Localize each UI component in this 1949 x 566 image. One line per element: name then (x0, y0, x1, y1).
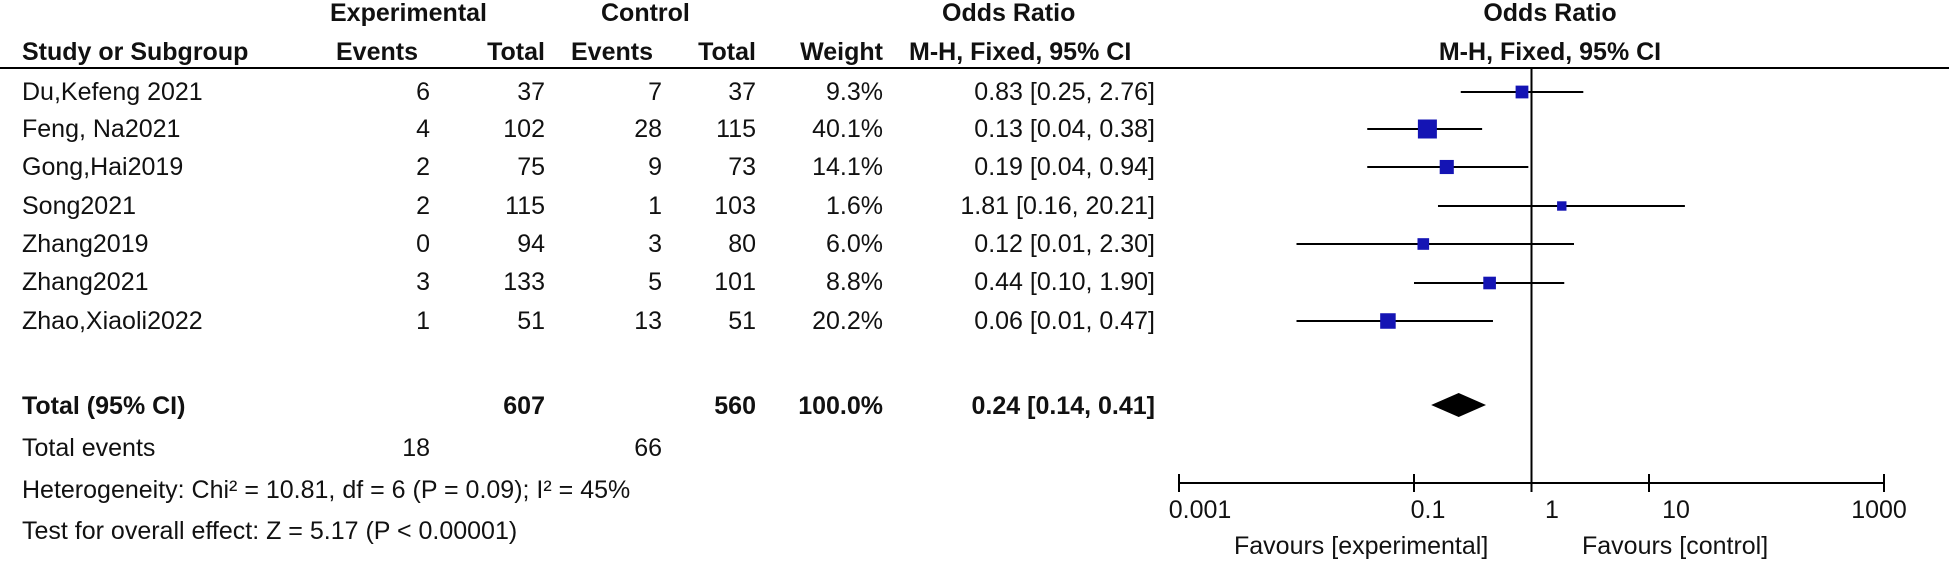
odds-ratio-ci: 1.81 [0.16, 20.21] (960, 192, 1155, 220)
total-events-control: 66 (634, 434, 662, 462)
weight: 14.1% (812, 153, 883, 181)
events-control: 1 (648, 192, 662, 220)
events-experimental: 6 (416, 78, 430, 106)
total-experimental: 115 (505, 192, 545, 220)
odds-ratio-ci: 0.06 [0.01, 0.47] (974, 307, 1155, 335)
header-study: Study or Subgroup (22, 38, 249, 66)
weight: 40.1% (812, 115, 883, 143)
weight: 6.0% (826, 230, 883, 258)
odds-ratio-ci: 0.19 [0.04, 0.94] (974, 153, 1155, 181)
weight: 1.6% (826, 192, 883, 220)
study-name: Zhao,Xiaoli2022 (22, 307, 203, 335)
odds-ratio-ci: 0.13 [0.04, 0.38] (974, 115, 1155, 143)
events-experimental: 3 (416, 268, 430, 296)
total-experimental: 94 (517, 230, 545, 258)
events-experimental: 2 (416, 192, 430, 220)
study-marker (1417, 238, 1430, 250)
odds-ratio-ci: 0.83 [0.25, 2.76] (974, 78, 1155, 106)
study-marker (1483, 276, 1496, 290)
total-control: 51 (728, 307, 756, 335)
axis-tick-label: 1 (1545, 496, 1559, 524)
total-control: 80 (728, 230, 756, 258)
events-control: 3 (648, 230, 662, 258)
weight: 9.3% (826, 78, 883, 106)
events-experimental: 0 (416, 230, 430, 258)
odds-ratio-ci: 0.44 [0.10, 1.90] (974, 268, 1155, 296)
total-events-label: Total events (22, 434, 156, 462)
events-experimental: 2 (416, 153, 430, 181)
total-experimental: 37 (517, 78, 545, 106)
pooled-odds-ratio-ci: 0.24 [0.14, 0.41] (971, 392, 1155, 420)
plot-title: Odds Ratio (1483, 0, 1617, 27)
total-control: 115 (716, 115, 756, 143)
study-name: Feng, Na2021 (22, 115, 181, 143)
overall-effect-text: Test for overall effect: Z = 5.17 (P < 0… (22, 517, 518, 545)
axis-tick-label: 1000 (1851, 496, 1907, 524)
study-name: Gong,Hai2019 (22, 153, 184, 181)
header-method: M-H, Fixed, 95% CI (909, 38, 1132, 66)
events-control: 7 (648, 78, 662, 106)
total-weight: 100.0% (798, 392, 883, 420)
total-label: Total (95% CI) (22, 392, 186, 420)
weight: 20.2% (812, 307, 883, 335)
axis-tick-label: 0.001 (1168, 496, 1232, 524)
total-experimental: 51 (517, 307, 545, 335)
header-events-control: Events (571, 38, 653, 66)
axis-tick-label: 0.1 (1410, 496, 1446, 524)
header-weight: Weight (800, 38, 883, 66)
total-control: 73 (728, 153, 756, 181)
header-control: Control (601, 0, 690, 27)
pooled-diamond (1431, 393, 1487, 417)
favours-control-label: Favours [control] (1582, 532, 1769, 560)
study-name: Zhang2019 (22, 230, 149, 258)
axis-tick-label: 10 (1662, 496, 1690, 524)
events-control: 28 (634, 115, 662, 143)
weight: 8.8% (826, 268, 883, 296)
total-control-sum: 560 (714, 392, 756, 420)
total-experimental: 75 (517, 153, 545, 181)
study-marker (1417, 119, 1437, 139)
study-marker (1557, 201, 1567, 211)
total-control: 103 (714, 192, 756, 220)
heterogeneity-text: Heterogeneity: Chi² = 10.81, df = 6 (P =… (22, 476, 631, 504)
plot-method: M-H, Fixed, 95% CI (1438, 38, 1662, 66)
total-experimental: 102 (503, 115, 545, 143)
total-experimental-sum: 607 (503, 392, 545, 420)
total-control: 37 (728, 78, 756, 106)
events-experimental: 1 (416, 307, 430, 335)
total-experimental: 133 (503, 268, 545, 296)
events-control: 5 (648, 268, 662, 296)
study-name: Song2021 (22, 192, 137, 220)
header-total-experimental: Total (487, 38, 545, 66)
study-name: Du,Kefeng 2021 (22, 78, 203, 106)
total-events-experimental: 18 (402, 434, 430, 462)
study-name: Zhang2021 (22, 268, 149, 296)
events-experimental: 4 (416, 115, 430, 143)
header-odds-ratio: Odds Ratio (942, 0, 1076, 27)
study-marker (1380, 313, 1396, 329)
events-control: 13 (634, 307, 662, 335)
header-events-experimental: Events (336, 38, 418, 66)
odds-ratio-ci: 0.12 [0.01, 2.30] (974, 230, 1155, 258)
study-marker (1439, 159, 1454, 175)
header-experimental: Experimental (330, 0, 488, 27)
header-total-control: Total (698, 38, 756, 66)
favours-experimental-label: Favours [experimental] (1234, 532, 1489, 560)
events-control: 9 (648, 153, 662, 181)
total-control: 101 (714, 268, 756, 296)
study-marker (1515, 85, 1529, 99)
